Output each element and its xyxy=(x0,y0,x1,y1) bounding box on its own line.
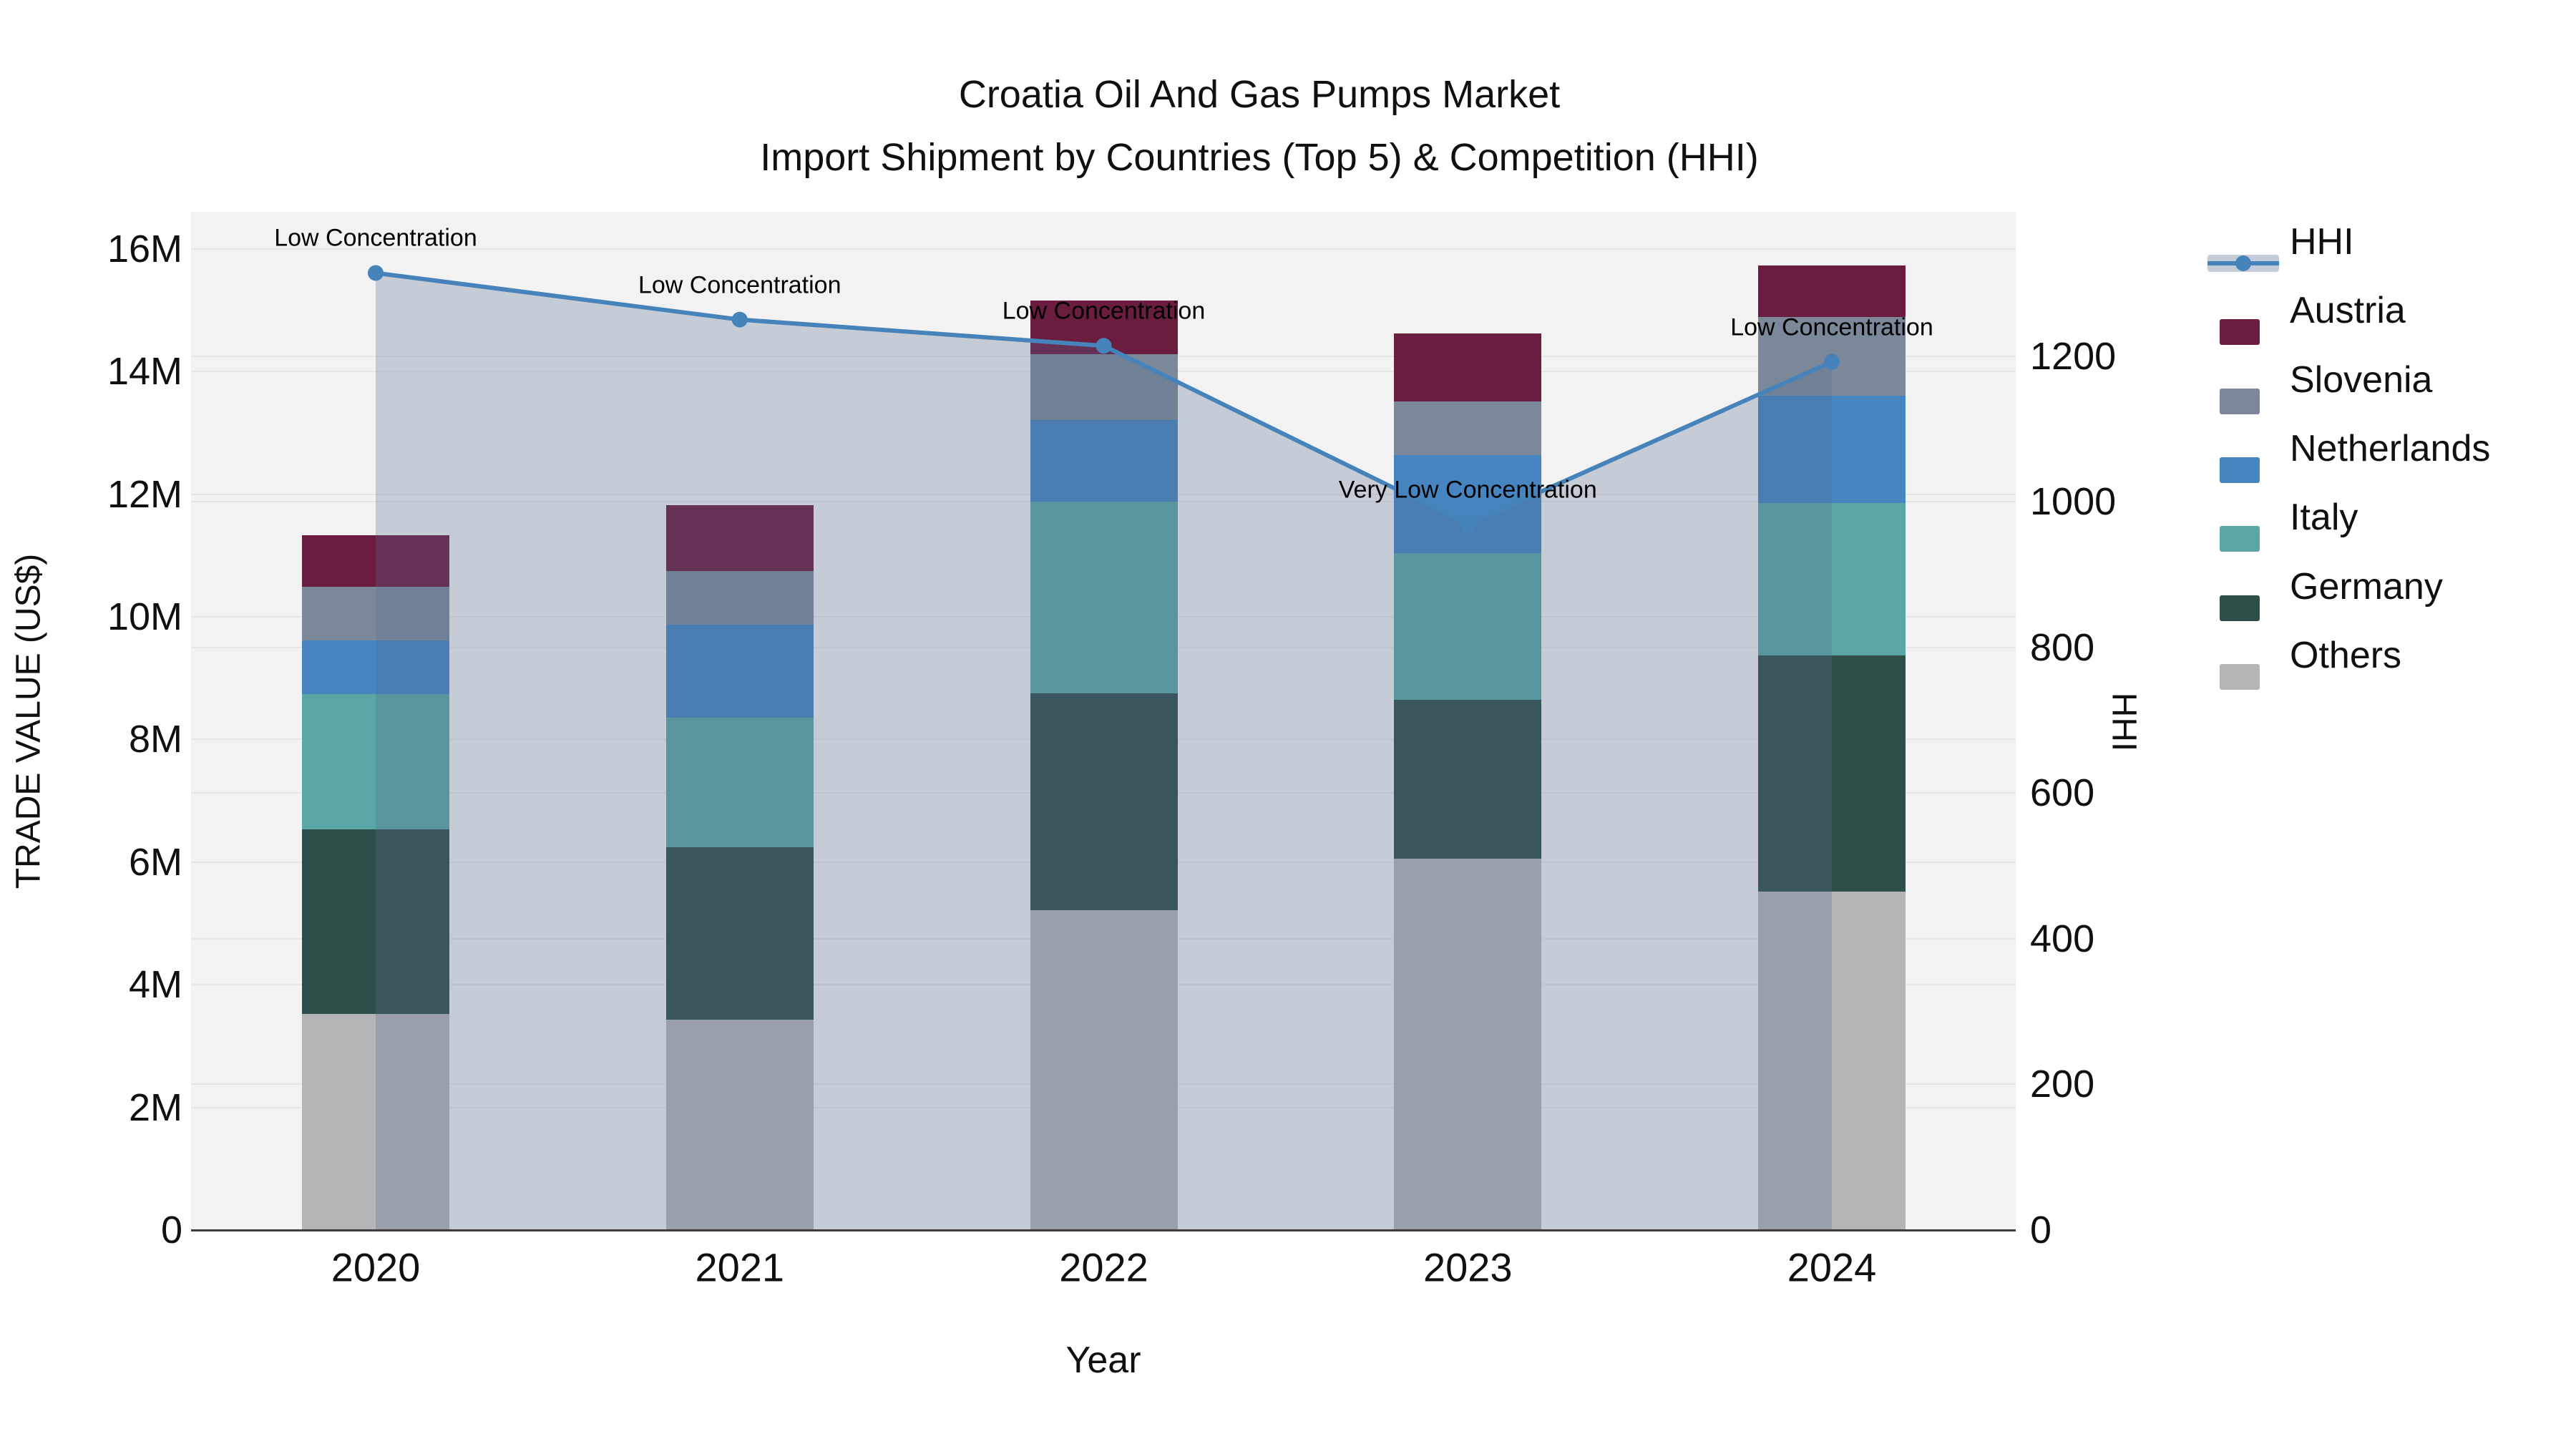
bar-segment-slovenia-2021[interactable] xyxy=(665,570,814,625)
bar-segment-germany-2023[interactable] xyxy=(1394,699,1542,859)
x-axis-title: Year xyxy=(1065,1340,1141,1381)
tick-label-left-6M: 6M xyxy=(128,840,182,884)
tick-label-right-800: 800 xyxy=(2030,625,2095,669)
bar-segment-netherlands-2022[interactable] xyxy=(1030,419,1178,502)
bar-segment-others-2021[interactable] xyxy=(665,1020,814,1230)
bar-segment-germany-2024[interactable] xyxy=(1758,655,1906,892)
bar-segment-austria-2024[interactable] xyxy=(1758,265,1906,317)
tick-label-right-600: 600 xyxy=(2030,771,2095,815)
hhi-marker-2022[interactable] xyxy=(1096,338,1112,354)
bar-segment-italy-2021[interactable] xyxy=(665,718,814,848)
bar-segment-italy-2022[interactable] xyxy=(1030,501,1178,694)
tick-label-right-200: 200 xyxy=(2030,1063,2095,1106)
chart-title-line2: Import Shipment by Countries (Top 5) & C… xyxy=(760,136,1759,179)
tick-label-year-2024: 2024 xyxy=(1787,1244,1877,1290)
bar-segment-austria-2023[interactable] xyxy=(1394,333,1542,402)
tick-label-left-16M: 16M xyxy=(107,227,182,270)
y-axis-title-right: HHI xyxy=(2104,692,2143,752)
legend-label-germany: Germany xyxy=(2290,565,2443,608)
hhi-marker-2024[interactable] xyxy=(1824,353,1840,370)
tick-label-left-14M: 14M xyxy=(107,350,182,394)
bar-segment-netherlands-2021[interactable] xyxy=(665,625,814,718)
tick-label-left-2M: 2M xyxy=(128,1085,182,1129)
plot-area xyxy=(191,212,2016,1230)
legend-label-hhi: HHI xyxy=(2290,221,2354,263)
legend-swatch-netherlands xyxy=(2220,457,2260,483)
gridline-trade-value xyxy=(191,248,2016,250)
tick-label-year-2023: 2023 xyxy=(1423,1244,1513,1290)
legend-swatch-italy xyxy=(2220,526,2260,552)
tick-label-left-4M: 4M xyxy=(128,963,182,1007)
hhi-marker-2021[interactable] xyxy=(731,311,748,328)
chart-title-line1: Croatia Oil And Gas Pumps Market xyxy=(958,73,1561,116)
bar-segment-others-2022[interactable] xyxy=(1030,909,1178,1230)
bar-segment-slovenia-2020[interactable] xyxy=(302,587,449,640)
tick-label-year-2020: 2020 xyxy=(331,1244,421,1290)
tick-label-right-1000: 1000 xyxy=(2030,480,2117,524)
legend-swatch-others xyxy=(2220,663,2260,690)
tick-label-left-12M: 12M xyxy=(107,472,182,516)
tick-label-year-2022: 2022 xyxy=(1059,1244,1148,1290)
bar-segment-italy-2024[interactable] xyxy=(1758,502,1906,655)
hhi-line-layer xyxy=(368,265,1840,1231)
annotation-2021: Low Concentration xyxy=(638,271,841,299)
hhi-legend-marker xyxy=(2235,255,2251,271)
tick-label-left-10M: 10M xyxy=(107,595,182,638)
bar-segment-netherlands-2024[interactable] xyxy=(1758,395,1906,503)
tick-label-left-8M: 8M xyxy=(128,718,182,761)
bar-segment-others-2024[interactable] xyxy=(1758,891,1906,1230)
bar-segment-slovenia-2023[interactable] xyxy=(1394,401,1542,455)
bar-segment-germany-2021[interactable] xyxy=(665,847,814,1020)
bar-segment-others-2020[interactable] xyxy=(302,1014,449,1230)
legend-label-slovenia: Slovenia xyxy=(2290,358,2433,401)
bar-segment-germany-2020[interactable] xyxy=(302,829,449,1015)
tick-label-right-400: 400 xyxy=(2030,917,2095,960)
tick-label-year-2021: 2021 xyxy=(695,1244,785,1290)
bar-segment-slovenia-2022[interactable] xyxy=(1030,354,1178,420)
legend-swatch-slovenia xyxy=(2220,388,2260,414)
bar-segment-austria-2020[interactable] xyxy=(302,535,449,587)
legend-swatch-germany xyxy=(2220,595,2260,621)
annotation-2020: Low Concentration xyxy=(274,224,477,252)
legend-label-austria: Austria xyxy=(2290,290,2406,332)
annotation-2023: Very Low Concentration xyxy=(1338,476,1597,504)
annotation-2022: Low Concentration xyxy=(1002,297,1206,325)
bar-segment-austria-2021[interactable] xyxy=(665,505,814,571)
chart-title: Croatia Oil And Gas Pumps Market Import … xyxy=(0,63,2519,189)
legend-label-netherlands: Netherlands xyxy=(2290,427,2491,469)
annotation-2024: Low Concentration xyxy=(1730,313,1933,341)
bar-segment-italy-2023[interactable] xyxy=(1394,552,1542,700)
hhi-area-fill xyxy=(376,273,1832,1231)
legend-swatch-austria xyxy=(2220,319,2260,346)
y-axis-title-left: TRADE VALUE (US$) xyxy=(9,553,48,889)
x-axis-line xyxy=(191,1229,2016,1231)
tick-label-right-1200: 1200 xyxy=(2030,334,2117,378)
bar-segment-netherlands-2020[interactable] xyxy=(302,640,449,694)
bar-segment-others-2023[interactable] xyxy=(1394,858,1542,1230)
hhi-marker-2020[interactable] xyxy=(368,265,384,281)
tick-label-left-0: 0 xyxy=(160,1209,182,1252)
tick-label-right-0: 0 xyxy=(2030,1209,2052,1252)
hhi-marker-2023[interactable] xyxy=(1460,516,1476,532)
bar-segment-italy-2020[interactable] xyxy=(302,693,449,829)
legend-label-italy: Italy xyxy=(2290,497,2358,539)
bar-segment-germany-2022[interactable] xyxy=(1030,693,1178,910)
legend-label-others: Others xyxy=(2290,634,2402,676)
